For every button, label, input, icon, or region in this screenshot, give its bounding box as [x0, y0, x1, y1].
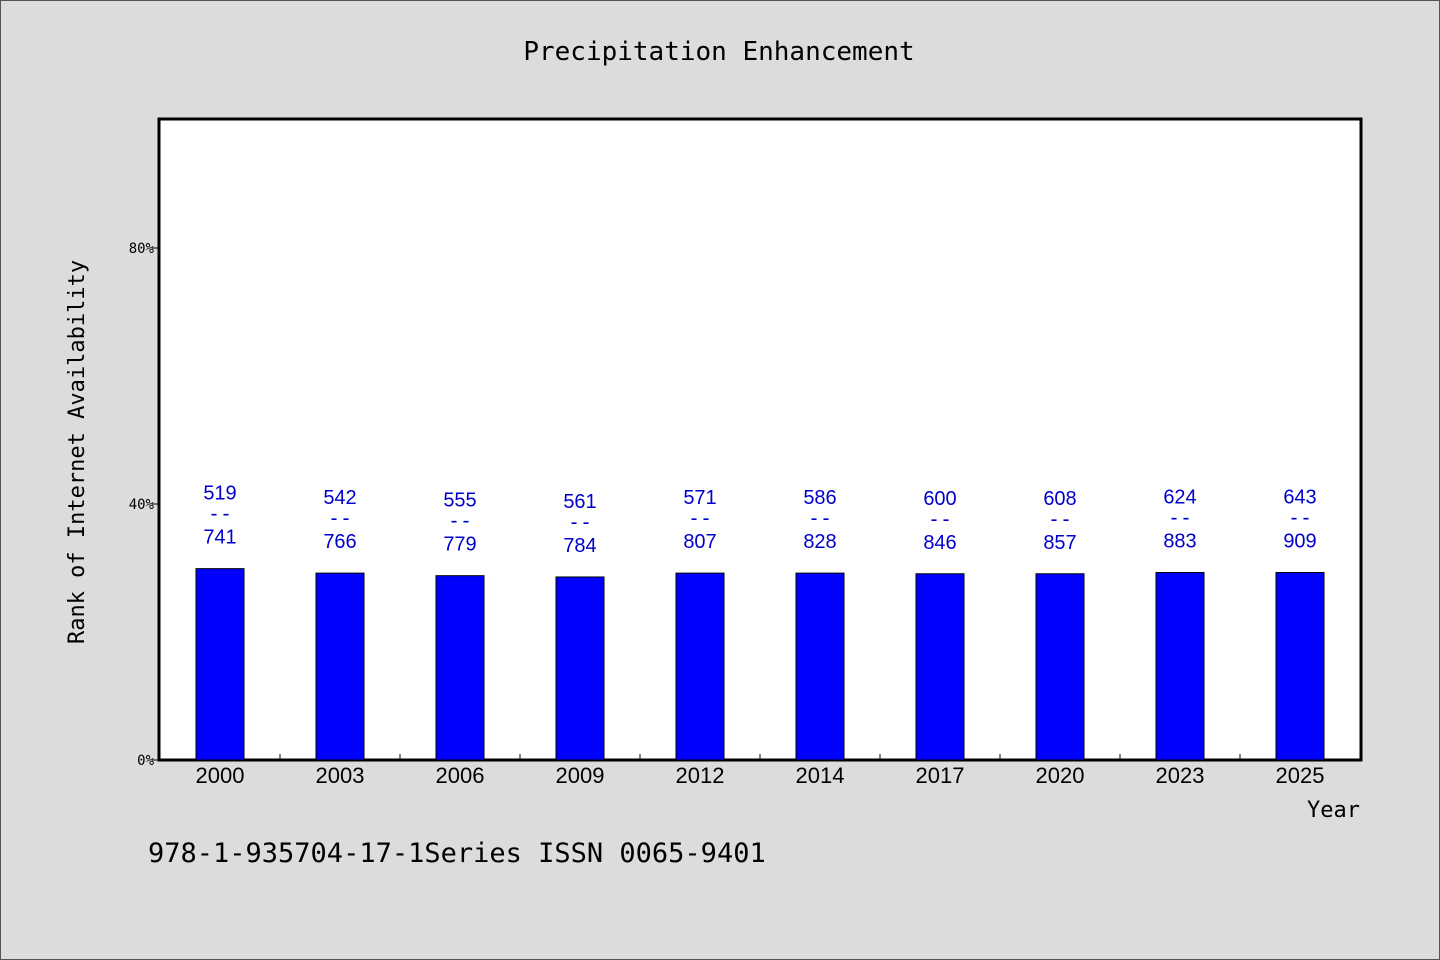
- annotation-top: 555: [443, 490, 476, 512]
- annotation-top: 542: [323, 487, 356, 509]
- annotation-bottom: 828: [803, 531, 836, 553]
- x-tick-label: 2003: [316, 763, 365, 788]
- bar: [915, 573, 965, 761]
- annotation-separator: --: [1048, 507, 1072, 531]
- x-tick-label: 2020: [1036, 763, 1085, 788]
- x-tick-label: 2014: [796, 763, 845, 788]
- footer-text: 978-1-935704-17-1Series ISSN 0065-9401: [148, 838, 766, 869]
- annotation-top: 643: [1283, 486, 1316, 508]
- annotation-separator: --: [928, 507, 952, 531]
- bar: [1275, 571, 1325, 761]
- annotation-separator: --: [1288, 505, 1312, 529]
- y-axis-label: Rank of Internet Availability: [65, 260, 90, 644]
- annotation-bottom: 883: [1163, 530, 1196, 552]
- bar: [555, 576, 605, 761]
- bar: [675, 572, 725, 761]
- x-tick-label: 2012: [676, 763, 725, 788]
- bar: [795, 572, 845, 761]
- annotation-separator: --: [208, 502, 232, 526]
- bar: [195, 568, 245, 761]
- y-tick-label: 0%: [137, 753, 154, 769]
- y-tick-label: 40%: [129, 497, 155, 513]
- annotation-bottom: 846: [923, 532, 956, 554]
- annotation-separator: --: [568, 510, 592, 534]
- annotation-bottom: 779: [443, 534, 476, 556]
- x-tick-label: 2023: [1156, 763, 1205, 788]
- x-tick-label: 2000: [196, 763, 245, 788]
- annotation-separator: --: [688, 506, 712, 530]
- annotation-bottom: 784: [563, 535, 596, 557]
- bar: [435, 575, 485, 761]
- annotation-bottom: 741: [203, 527, 236, 549]
- annotation-bottom: 807: [683, 531, 716, 553]
- annotation-separator: --: [808, 506, 832, 530]
- annotation-bottom: 909: [1283, 530, 1316, 552]
- bar: [1155, 571, 1205, 761]
- x-axis-label: Year: [1307, 798, 1360, 823]
- x-tick-label: 2006: [436, 763, 485, 788]
- chart-title: Precipitation Enhancement: [523, 37, 914, 67]
- annotation-separator: --: [1168, 505, 1192, 529]
- y-axis: 0% 40% 80%: [129, 241, 160, 769]
- y-tick-label: 80%: [129, 241, 155, 257]
- annotation-top: 624: [1163, 486, 1196, 508]
- x-tick-label: 2009: [556, 763, 605, 788]
- annotation-bottom: 857: [1043, 532, 1076, 554]
- annotation-separator: --: [448, 509, 472, 533]
- bar: [315, 572, 365, 761]
- bar: [1035, 573, 1085, 761]
- x-tick-label: 2025: [1276, 763, 1325, 788]
- annotation-top: 608: [1043, 488, 1076, 510]
- annotation-separator: --: [328, 506, 352, 530]
- x-axis: 2000 2003 2006 2009 2012 2014 2017 2020 2023 2025: [196, 754, 1325, 788]
- annotation-bottom: 766: [323, 531, 356, 553]
- x-tick-label: 2017: [916, 763, 965, 788]
- annotation-top: 571: [683, 487, 716, 509]
- bar-annotations: 519--741542--766555--779561--784571--807…: [203, 483, 1316, 557]
- annotation-top: 586: [803, 487, 836, 509]
- annotation-top: 561: [563, 491, 596, 513]
- annotation-top: 519: [203, 483, 236, 505]
- annotation-top: 600: [923, 488, 956, 510]
- bar-series: [195, 568, 1325, 761]
